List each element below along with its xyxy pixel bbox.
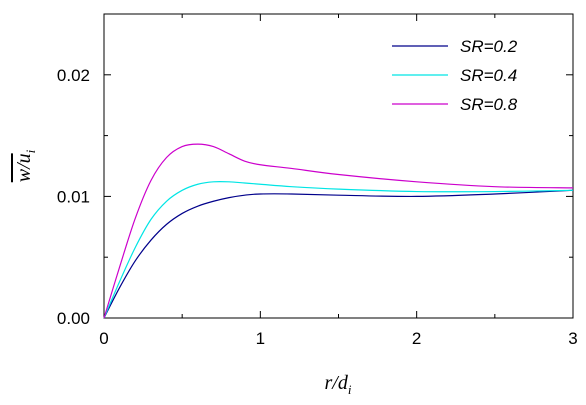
legend-label-3: SR=0.8	[460, 95, 518, 114]
series-line-2	[103, 180, 574, 319]
legend: SR=0.2 SR=0.4 SR=0.8	[392, 37, 518, 114]
x-tick-label: 0	[99, 329, 108, 348]
x-axis-label: r/di	[325, 372, 352, 397]
y-tick-label: 0.02	[57, 66, 90, 85]
legend-label-1: SR=0.2	[460, 37, 518, 56]
plot-frame	[103, 13, 574, 319]
series-lines	[103, 143, 574, 319]
x-axis-label-subscript: i	[348, 382, 352, 397]
series-line-1	[103, 189, 574, 319]
y-axis-label: w/ui	[13, 149, 38, 182]
x-tick-label: 3	[568, 329, 577, 348]
axis-ticks: 0 1 2 3 0.00 0.01 0.02	[57, 14, 578, 348]
x-tick-label: 1	[256, 329, 265, 348]
legend-label-2: SR=0.4	[460, 66, 517, 85]
axis-labels: r/diw/ui	[13, 149, 352, 397]
y-tick-label: 0.01	[57, 187, 90, 206]
x-axis-label-main: r/d	[325, 372, 349, 394]
y-tick-label: 0.00	[57, 309, 90, 328]
y-axis-label-subscript: i	[23, 149, 38, 153]
y-axis-label-main: w/u	[13, 153, 35, 182]
series-line-3	[103, 143, 574, 319]
x-tick-label: 2	[412, 329, 421, 348]
